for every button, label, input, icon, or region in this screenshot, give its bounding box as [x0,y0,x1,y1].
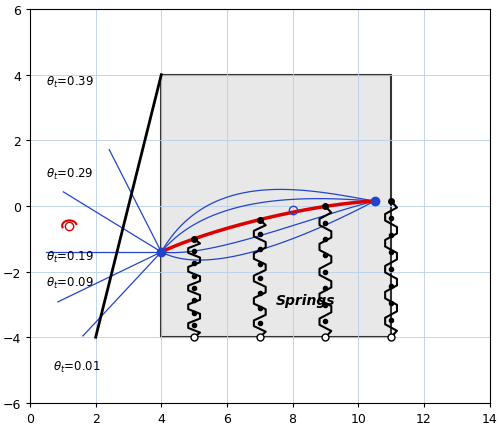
Text: $\theta_t$=0.39: $\theta_t$=0.39 [46,74,94,89]
Text: $\theta_t$=0.09: $\theta_t$=0.09 [46,276,94,291]
Text: $\theta_t$=0.29: $\theta_t$=0.29 [46,166,94,181]
Text: Springs: Springs [276,294,336,308]
Text: $\theta_t$=0.19: $\theta_t$=0.19 [46,249,94,264]
Text: $\theta_t$=0.01: $\theta_t$=0.01 [53,359,100,375]
Polygon shape [162,76,391,338]
